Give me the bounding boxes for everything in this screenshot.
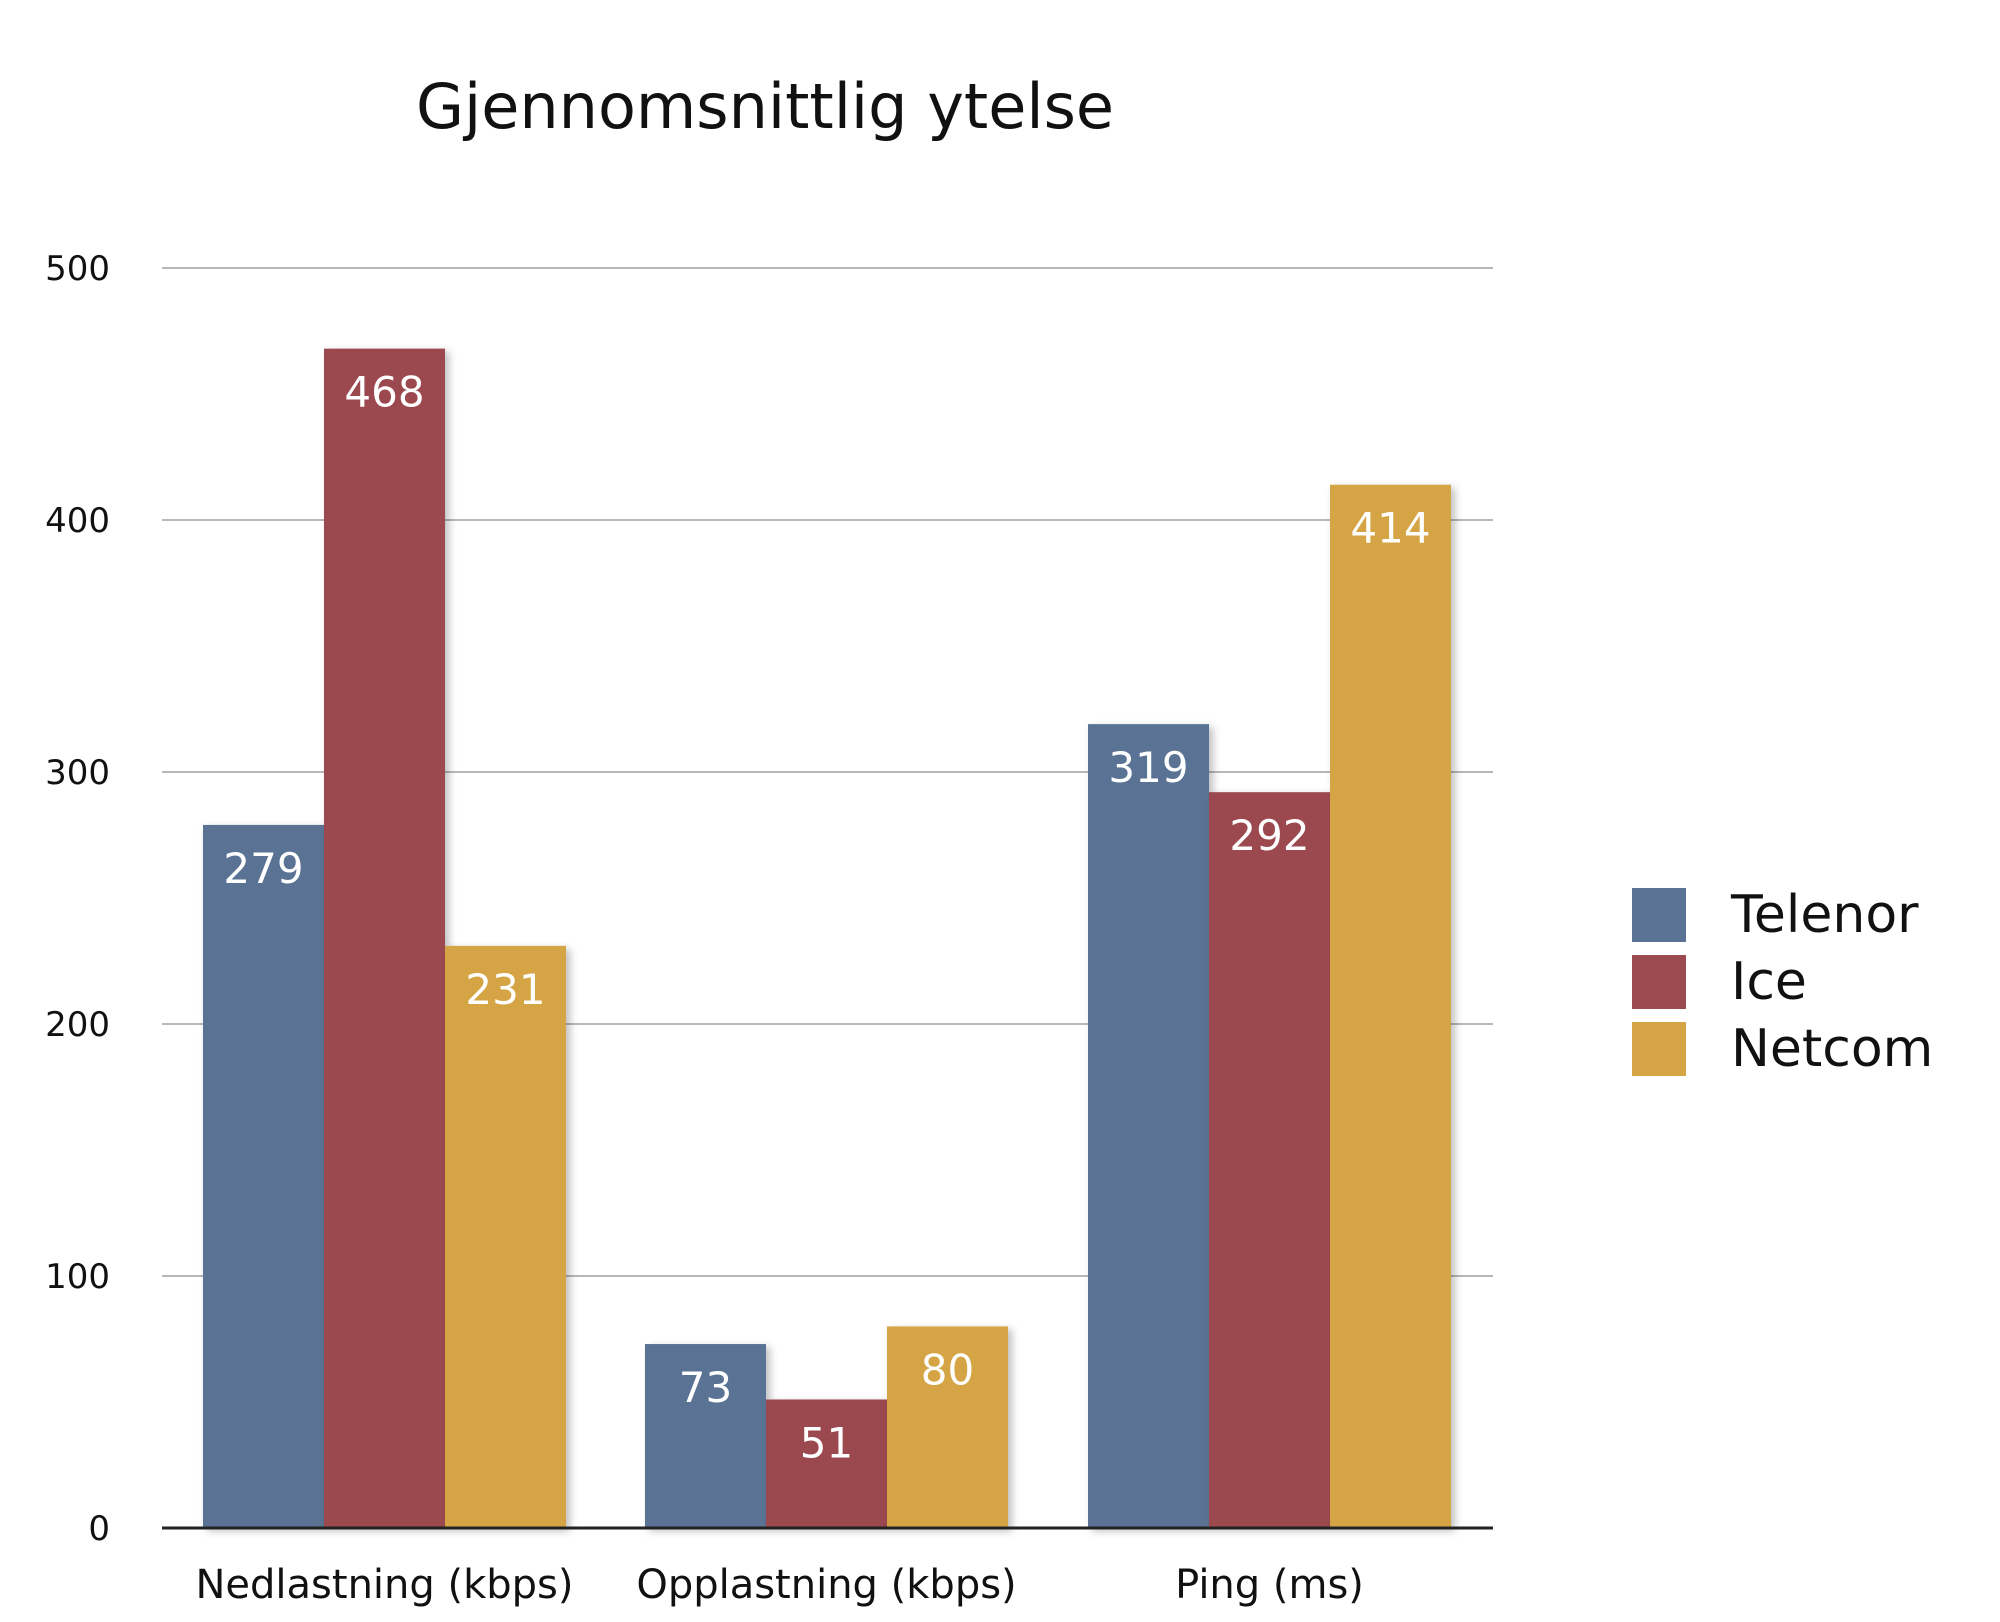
legend-label: Telenor <box>1730 885 1919 945</box>
legend-swatch-telenor <box>1632 888 1686 942</box>
bar-ice <box>1209 792 1330 1528</box>
data-label: 80 <box>921 1345 974 1394</box>
legend-swatch-netcom <box>1632 1022 1686 1076</box>
y-tick-label: 300 <box>45 753 110 793</box>
bar-telenor <box>645 1344 766 1528</box>
bar-telenor <box>1088 724 1209 1528</box>
x-category-label: Nedlastning (kbps) <box>196 1562 574 1608</box>
y-axis-ticks: 0 100 200 300 400 500 <box>45 249 110 1549</box>
legend: Telenor Ice Netcom <box>1632 885 1933 1079</box>
data-label: 73 <box>679 1363 732 1412</box>
y-tick-label: 0 <box>88 1509 110 1549</box>
data-labels: 279 468 231 73 51 80 319 292 414 <box>223 368 1430 1468</box>
data-label: 51 <box>800 1418 853 1467</box>
legend-swatch-ice <box>1632 955 1686 1009</box>
bars <box>203 348 1451 1529</box>
data-label: 468 <box>344 368 424 417</box>
x-category-label: Ping (ms) <box>1175 1562 1364 1608</box>
y-tick-label: 500 <box>45 249 110 289</box>
bar-ice <box>324 348 445 1528</box>
legend-label: Ice <box>1731 952 1807 1012</box>
bar-netcom <box>1330 484 1451 1529</box>
data-label: 292 <box>1229 811 1309 860</box>
y-tick-label: 100 <box>45 1257 110 1297</box>
bar-netcom <box>445 945 566 1528</box>
x-axis-categories: Nedlastning (kbps) Opplastning (kbps) Ping… <box>196 1562 1364 1608</box>
legend-label: Netcom <box>1731 1019 1933 1079</box>
bar-netcom <box>887 1326 1008 1528</box>
x-category-label: Opplastning (kbps) <box>636 1562 1016 1608</box>
y-tick-label: 200 <box>45 1005 110 1045</box>
bar-ice <box>766 1399 887 1528</box>
data-label: 279 <box>223 844 303 893</box>
y-tick-label: 400 <box>45 501 110 541</box>
data-label: 414 <box>1350 504 1430 553</box>
chart-title: Gjennomsnittlig ytelse <box>416 70 1114 143</box>
data-label: 319 <box>1108 743 1188 792</box>
data-label: 231 <box>465 965 545 1014</box>
bar-telenor <box>203 824 324 1528</box>
